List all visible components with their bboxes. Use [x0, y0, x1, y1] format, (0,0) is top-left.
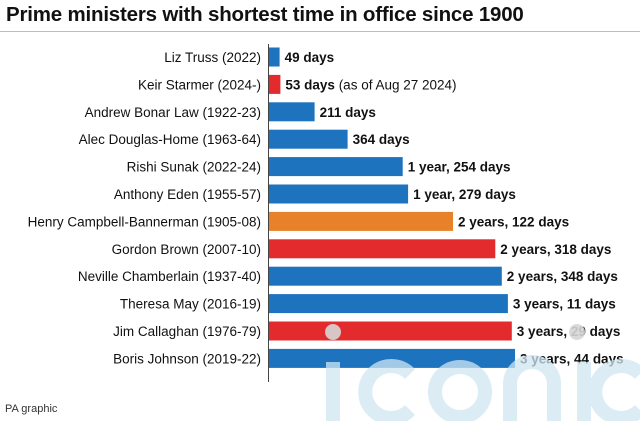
- value-label: 1 year, 279 days: [413, 187, 516, 202]
- category-label: Boris Johnson (2019-22): [113, 351, 261, 366]
- category-label: Alec Douglas-Home (1963-64): [79, 132, 261, 147]
- category-label: Anthony Eden (1955-57): [114, 187, 261, 202]
- category-label: Henry Campbell-Bannerman (1905-08): [28, 214, 261, 229]
- bar: [269, 321, 512, 341]
- bar: [269, 211, 453, 231]
- bar: [269, 157, 403, 177]
- category-label: Gordon Brown (2007-10): [112, 242, 261, 257]
- bar: [269, 102, 315, 122]
- title-divider: [0, 31, 640, 32]
- value-label: 3 years, 29 days: [517, 324, 621, 339]
- value-label: 211 days: [320, 105, 376, 120]
- value-label: 1 year, 254 days: [408, 160, 511, 175]
- value-label: 49 days: [285, 50, 335, 65]
- bar: [269, 129, 348, 149]
- value-label: 364 days: [353, 132, 410, 147]
- category-label: Rishi Sunak (2022-24): [127, 160, 261, 175]
- value-label: 2 years, 122 days: [458, 214, 569, 229]
- category-label: Theresa May (2016-19): [120, 297, 261, 312]
- category-label: Jim Callaghan (1976-79): [113, 324, 261, 339]
- value-label: 3 years, 44 days: [520, 351, 624, 366]
- category-label: Liz Truss (2022): [164, 50, 261, 65]
- bar: [269, 74, 281, 94]
- bar: [269, 184, 409, 204]
- bar: [269, 348, 515, 368]
- category-label: Neville Chamberlain (1937-40): [78, 269, 261, 284]
- source-credit: PA graphic: [5, 403, 58, 415]
- value-label: 2 years, 318 days: [500, 242, 611, 257]
- value-label: 2 years, 348 days: [507, 269, 618, 284]
- bar: [269, 294, 508, 314]
- value-annotation: (as of Aug 27 2024): [335, 77, 457, 92]
- bar: [269, 266, 502, 286]
- category-label: Andrew Bonar Law (1922-23): [85, 105, 261, 120]
- bar: [269, 47, 280, 67]
- value-label: 53 days (as of Aug 27 2024): [285, 77, 456, 92]
- value-label: 3 years, 11 days: [513, 297, 616, 312]
- chart-title: Prime ministers with shortest time in of…: [6, 3, 524, 26]
- bar: [269, 239, 496, 259]
- category-label: Keir Starmer (2024-): [138, 77, 261, 92]
